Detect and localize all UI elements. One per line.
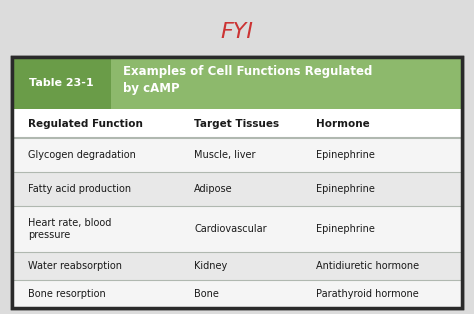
Text: Epinephrine: Epinephrine [316,224,375,234]
Text: Parathyroid hormone: Parathyroid hormone [316,289,419,299]
Text: Regulated Function: Regulated Function [27,119,143,129]
Text: Epinephrine: Epinephrine [316,150,375,160]
Text: Examples of Cell Functions Regulated
by cAMP: Examples of Cell Functions Regulated by … [123,65,372,95]
Text: Epinephrine: Epinephrine [316,184,375,194]
Bar [12,57,462,308]
Text: Bone resorption: Bone resorption [27,289,106,299]
Bar [12,57,462,308]
Text: Bone: Bone [194,289,219,299]
Bar [12,252,462,280]
Text: Fatty acid production: Fatty acid production [27,184,131,194]
Text: FYI: FYI [220,22,254,42]
Text: Muscle, liver: Muscle, liver [194,150,256,160]
Text: Table 23-1: Table 23-1 [29,78,94,88]
Text: Antidiuretic hormone: Antidiuretic hormone [316,261,419,271]
Bar [12,138,462,172]
Text: Glycogen degradation: Glycogen degradation [27,150,136,160]
Bar [12,280,462,308]
Bar [12,172,462,206]
Bar [12,109,462,138]
Text: Water reabsorption: Water reabsorption [27,261,122,271]
Text: Heart rate, blood
pressure: Heart rate, blood pressure [27,218,111,240]
Text: Kidney: Kidney [194,261,228,271]
Bar [111,57,462,109]
Text: Cardiovascular: Cardiovascular [194,224,267,234]
Text: Target Tissues: Target Tissues [194,119,280,129]
Text: Adipose: Adipose [194,184,233,194]
Bar [12,206,462,252]
Bar [12,57,111,109]
Text: Hormone: Hormone [316,119,370,129]
